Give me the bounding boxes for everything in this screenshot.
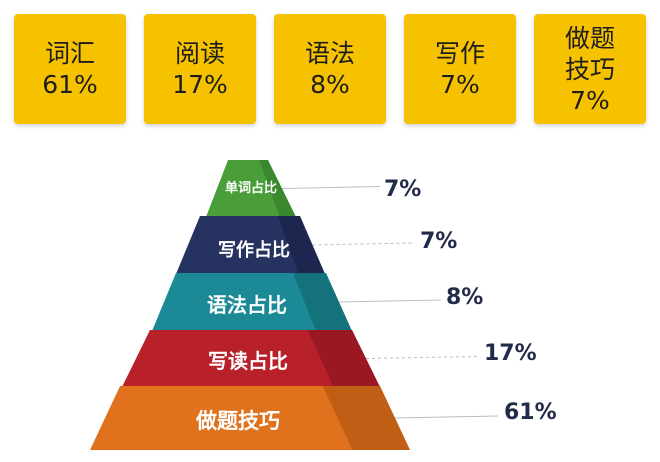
layer-writing-percent: 7% [420,229,457,254]
card-writing: 写作 7% [404,14,516,124]
card-test-skills-percent: 7% [570,85,610,115]
card-test-skills: 做题 技巧 7% [534,14,646,124]
layer-reading-connector [365,356,479,359]
layer-grammar-side [293,273,352,331]
layer-writing-side [278,216,325,274]
card-vocabulary: 词汇 61% [14,14,126,124]
layer-writing-label: 写作占比 [218,239,290,261]
card-writing-percent: 7% [440,70,480,99]
layer-test-skills: 做题技巧 61% [90,386,557,450]
layer-grammar-percent: 8% [446,285,483,310]
card-vocabulary-percent: 61% [42,70,98,99]
card-grammar-percent: 8% [310,70,350,99]
layer-grammar-label: 语法占比 [207,293,287,317]
category-cards: 词汇 61% 阅读 17% 语法 8% 写作 7% 做题 技巧 7% [0,0,660,130]
layer-reading-label: 写读占比 [208,349,288,373]
layer-reading-side [307,330,380,387]
layer-test-skills-percent: 61% [504,400,557,425]
layer-test-skills-face [90,386,410,450]
card-test-skills-title-1: 做题 [564,23,615,53]
layer-grammar: 语法占比 8% [152,273,483,331]
card-writing-title: 写作 [434,39,485,68]
card-vocabulary-title: 词汇 [44,39,95,68]
layer-writing: 写作占比 7% [176,216,457,274]
layer-writing-connector [312,242,415,246]
layer-test-skills-connector [394,415,499,419]
layer-vocabulary: 单词占比 7% [206,160,421,217]
card-reading-percent: 17% [172,70,228,99]
card-reading: 阅读 17% [144,14,256,124]
card-grammar: 语法 8% [274,14,386,124]
layer-vocabulary-connector [281,186,381,189]
layer-vocabulary-label: 单词占比 [225,180,277,196]
layer-reading-percent: 17% [484,341,537,366]
card-reading-title: 阅读 [174,39,225,68]
layer-test-skills-side [322,386,410,450]
card-grammar-title: 语法 [304,39,355,68]
layer-vocabulary-side [259,160,296,217]
layer-reading: 写读占比 17% [122,330,537,387]
card-test-skills-title-2: 技巧 [564,54,615,84]
layer-grammar-connector [338,299,442,303]
layer-test-skills-label: 做题技巧 [195,409,280,433]
layer-vocabulary-percent: 7% [384,177,421,202]
